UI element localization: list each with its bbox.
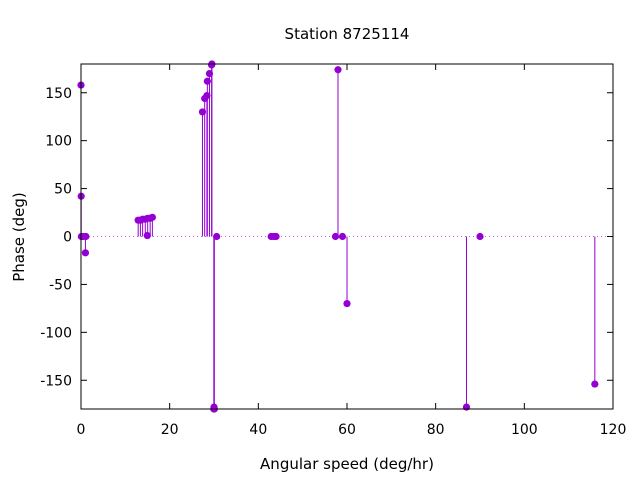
data-point	[205, 69, 214, 78]
data-point	[591, 380, 599, 388]
y-tick-label: -50	[49, 277, 72, 293]
y-tick-label: 150	[45, 86, 72, 102]
data-point	[334, 66, 342, 74]
y-tick-label: 50	[54, 182, 72, 198]
y-axis-label: Phase (deg)	[10, 192, 28, 282]
data-point	[143, 231, 151, 240]
y-axis: -150 -100 -50 0 50 100 150	[40, 86, 613, 389]
x-tick-label: 120	[600, 422, 627, 438]
point-series	[77, 60, 599, 413]
data-point	[81, 249, 90, 257]
data-point	[338, 232, 347, 241]
y-tick-label: -100	[40, 325, 72, 341]
y-tick-label: -150	[40, 373, 72, 389]
x-tick-label: 40	[249, 422, 267, 438]
data-point	[343, 299, 351, 308]
x-axis-label: Angular speed (deg/hr)	[260, 455, 434, 473]
x-tick-label: 100	[511, 422, 538, 438]
x-axis: 0 20 40 60 80 100 120	[77, 64, 627, 438]
y-tick-label: 100	[45, 134, 72, 150]
data-point	[213, 232, 221, 241]
x-tick-label: 0	[77, 422, 86, 438]
data-point	[331, 232, 340, 241]
data-point	[82, 232, 90, 241]
x-tick-label: 60	[338, 422, 356, 438]
plot-frame	[80, 63, 614, 410]
x-tick-label: 80	[427, 422, 445, 438]
data-point	[148, 213, 156, 221]
data-point	[462, 403, 471, 411]
data-point	[198, 108, 207, 116]
data-point	[203, 77, 211, 85]
chart-title: Station 8725114	[285, 25, 410, 43]
y-tick-label: 0	[63, 230, 72, 246]
data-point	[272, 232, 280, 241]
x-tick-label: 20	[161, 422, 179, 438]
data-point	[203, 92, 211, 100]
data-point	[476, 232, 484, 241]
